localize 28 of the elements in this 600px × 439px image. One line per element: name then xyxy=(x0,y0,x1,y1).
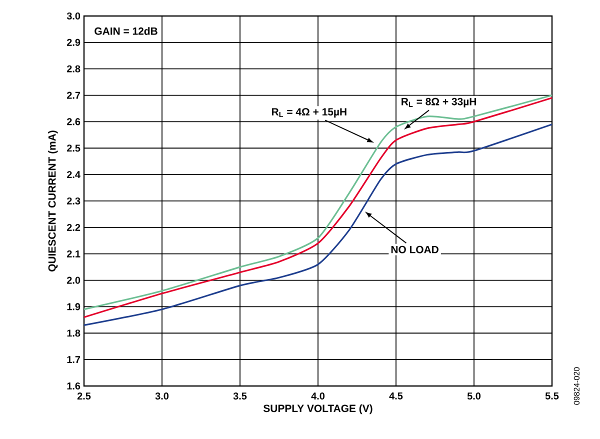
annotation: NO LOAD xyxy=(391,246,438,254)
y-tick-label: 2.1 xyxy=(66,250,80,258)
x-tick-label: 3.0 xyxy=(155,392,169,400)
y-tick-label: 2.3 xyxy=(66,197,80,205)
annotation: R$_{L}$ = 4Ω + 15µH xyxy=(272,108,346,118)
annotation: R$_{L}$ = 8Ω + 33µH xyxy=(402,98,476,108)
y-tick-label: 2.8 xyxy=(66,65,80,72)
y-tick-label: 2.4 xyxy=(66,171,80,178)
x-tick-label: 2.5 xyxy=(77,392,91,400)
y-axis-title: QUIESCENT CURRENT (mA) xyxy=(48,130,58,272)
x-axis-title: SUPPLY VOLTAGE (V) xyxy=(263,404,372,414)
x-tick-label: 4.0 xyxy=(311,392,325,400)
x-tick-label: 5.5 xyxy=(545,392,559,400)
y-tick-label: 1.8 xyxy=(67,330,80,337)
y-tick-label: 2.9 xyxy=(66,38,80,46)
y-tick-label: 3.0 xyxy=(66,12,80,20)
x-tick-label: 3.5 xyxy=(233,392,247,400)
y-tick-label: 2.7 xyxy=(66,92,80,99)
y-tick-label: 2.5 xyxy=(66,144,80,152)
y-tick-label: 1.7 xyxy=(67,356,80,363)
annotation: GAIN = 12dB xyxy=(94,27,158,35)
x-tick-label: 5.0 xyxy=(467,392,481,400)
x-tick-label: 4.5 xyxy=(389,392,403,400)
y-tick-label: 1.6 xyxy=(67,382,80,390)
y-tick-label: 1.9 xyxy=(67,303,80,310)
y-tick-label: 2.0 xyxy=(66,276,80,284)
y-tick-label: 2.6 xyxy=(66,118,80,126)
y-tick-label: 2.2 xyxy=(66,224,80,231)
